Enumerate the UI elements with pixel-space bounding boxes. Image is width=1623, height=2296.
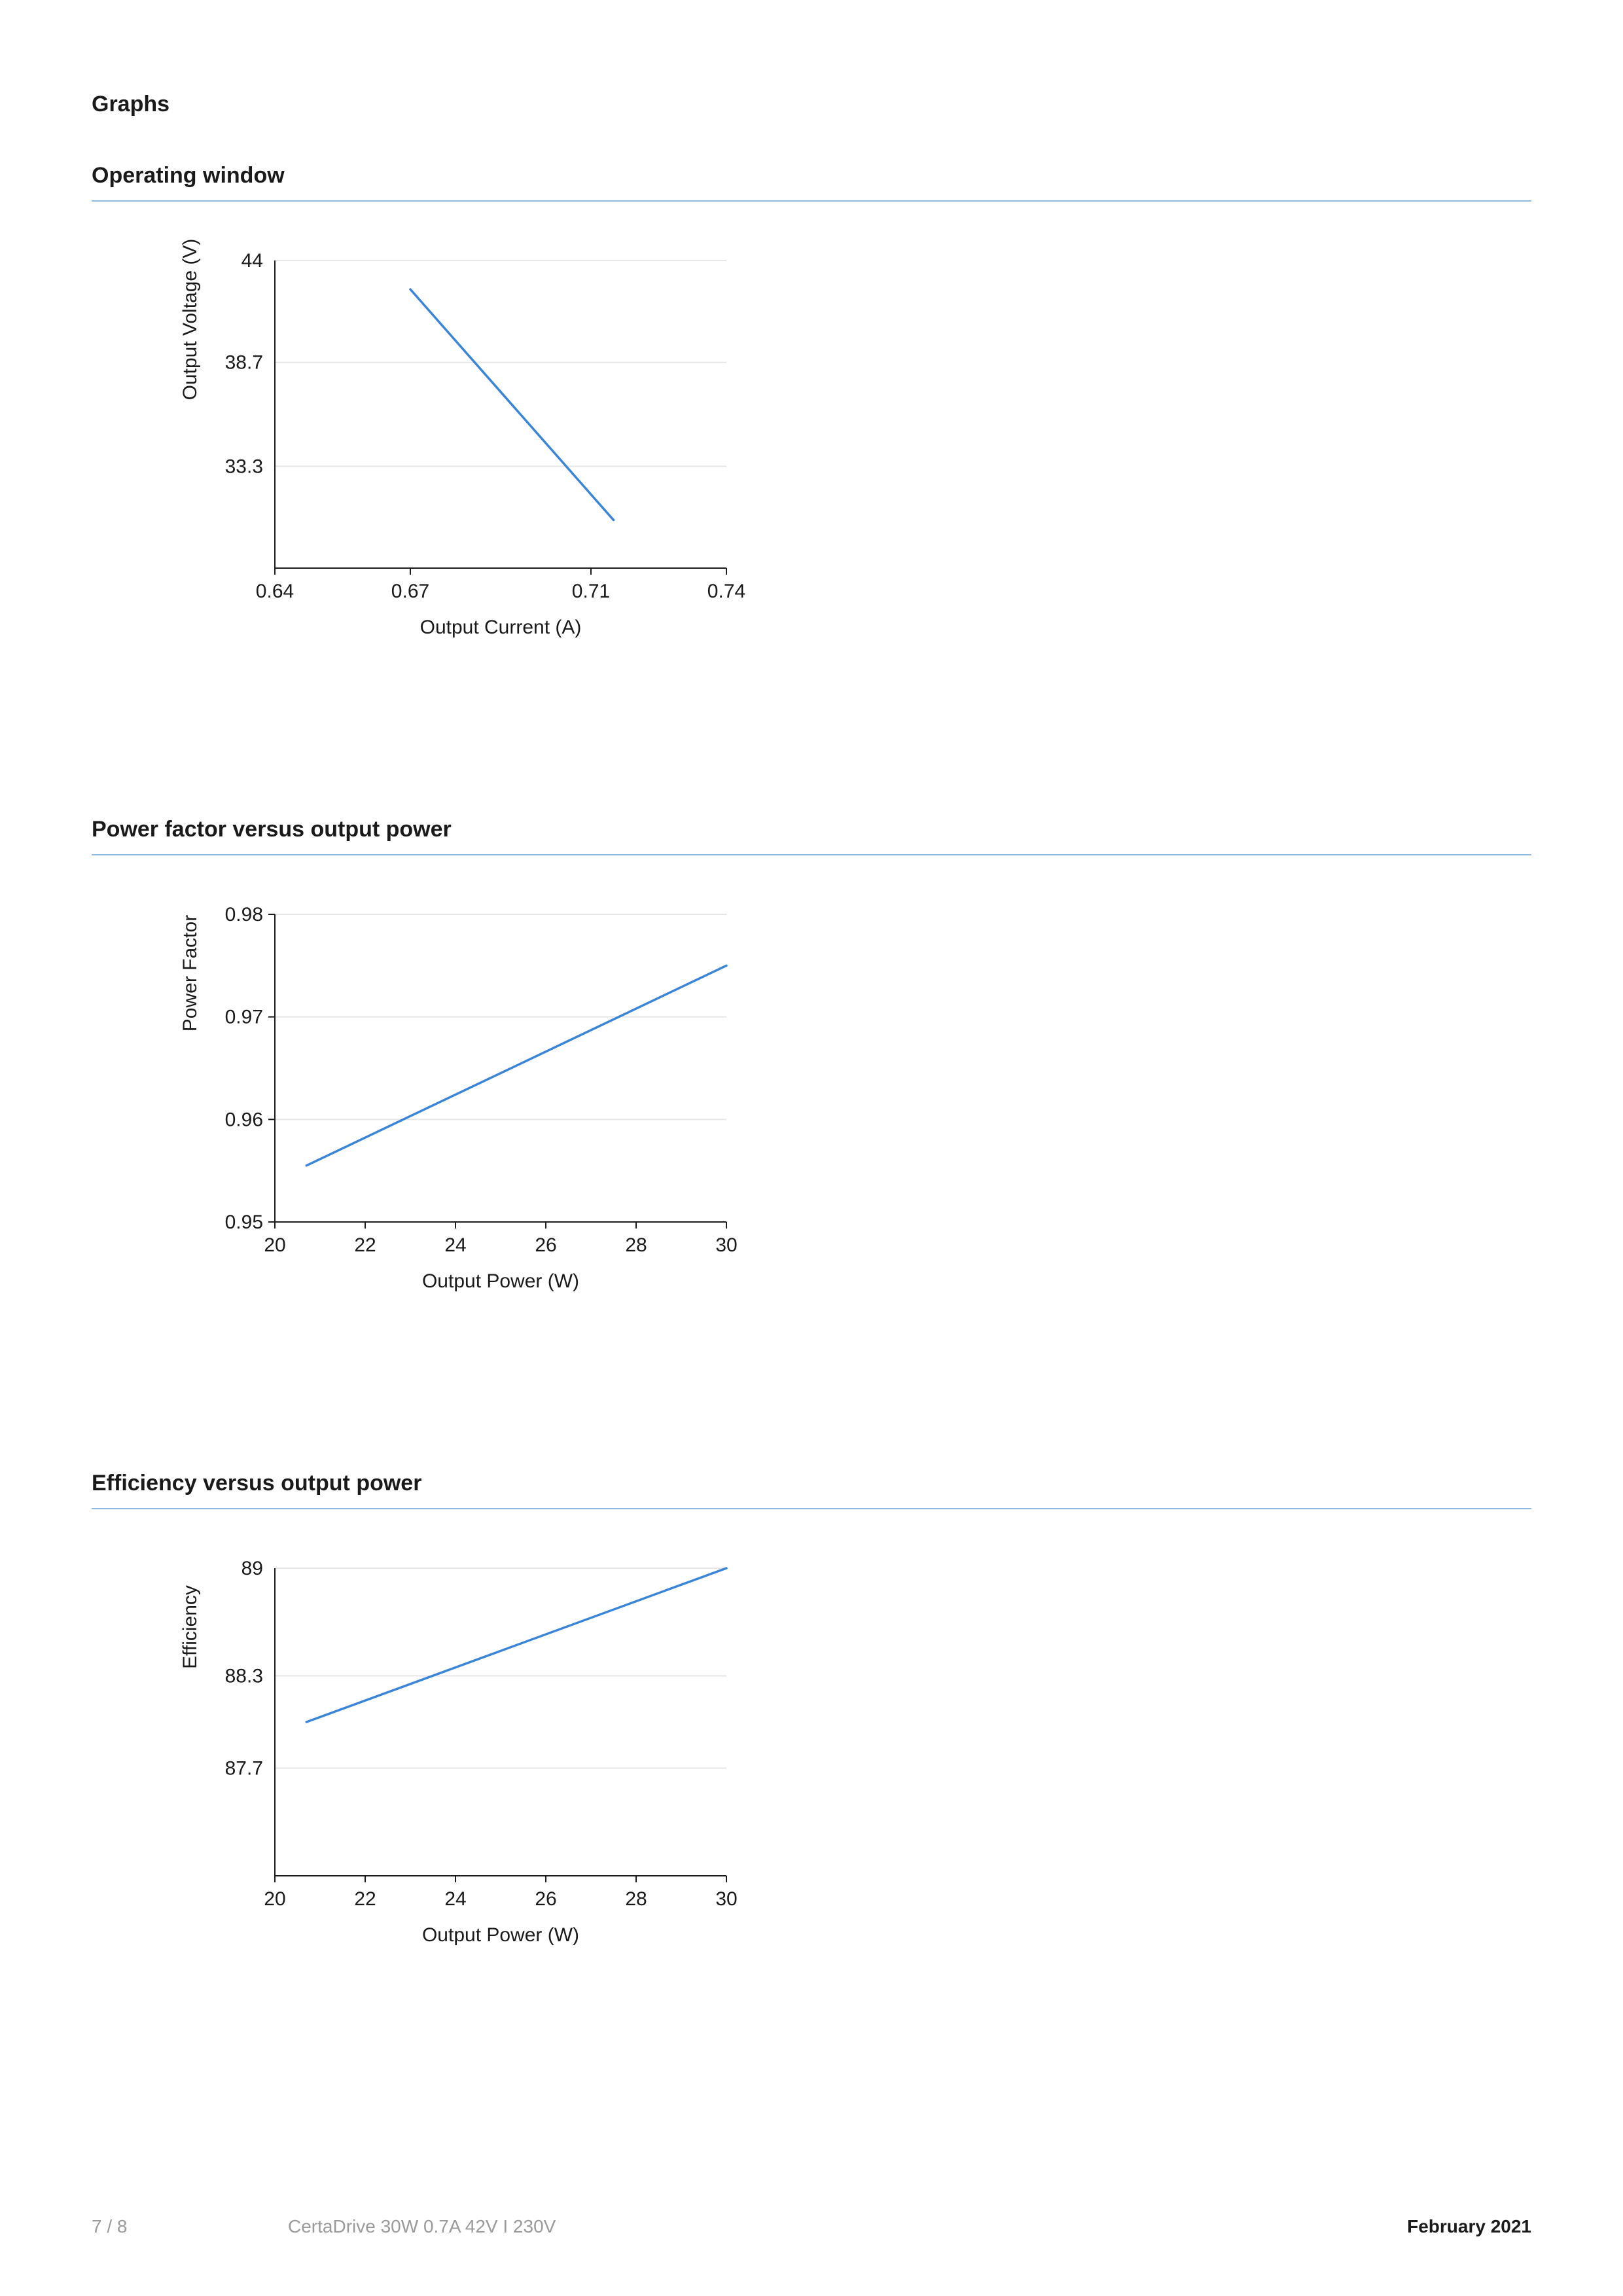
svg-text:Output Voltage (V): Output Voltage (V)	[179, 239, 201, 401]
svg-text:89: 89	[241, 1558, 263, 1579]
footer-product-name: CertaDrive 30W 0.7A 42V I 230V	[288, 2216, 1407, 2237]
svg-text:0.71: 0.71	[572, 581, 610, 602]
chart-title: Power factor versus output power	[92, 817, 1531, 842]
svg-text:0.98: 0.98	[225, 904, 263, 925]
section-divider	[92, 200, 1531, 202]
chart-container: 0.64 0.67 0.71 0.74 33.3 38.7 44 Output Current…	[92, 234, 1531, 692]
svg-text:Output Current (A): Output Current (A)	[420, 617, 582, 638]
page-footer: 7 / 8 CertaDrive 30W 0.7A 42V I 230V Feb…	[92, 2216, 1531, 2237]
svg-text:22: 22	[354, 1234, 376, 1256]
svg-text:20: 20	[264, 1234, 285, 1256]
svg-text:0.97: 0.97	[225, 1007, 263, 1028]
svg-text:Output Power (W): Output Power (W)	[422, 1924, 579, 1946]
section-divider	[92, 1508, 1531, 1509]
svg-text:44: 44	[241, 250, 263, 272]
svg-text:0.96: 0.96	[225, 1109, 263, 1130]
chart-title: Operating window	[92, 163, 1531, 188]
svg-text:0.74: 0.74	[707, 581, 745, 602]
chart-block-operating-window: Operating window 0.64 0.67 0.71 0.74 33.3 38.…	[92, 163, 1531, 692]
svg-text:30: 30	[715, 1234, 737, 1256]
svg-text:22: 22	[354, 1888, 376, 1910]
chart-container: 20 22 24 26 28 30 0.95 0.96 0.97 0.98 Output Power…	[92, 888, 1531, 1346]
svg-text:20: 20	[264, 1888, 285, 1910]
svg-text:24: 24	[444, 1888, 466, 1910]
chart-block-efficiency: Efficiency versus output power 202224262…	[92, 1471, 1531, 2000]
svg-text:28: 28	[625, 1234, 647, 1256]
svg-text:0.67: 0.67	[391, 581, 429, 602]
svg-text:26: 26	[535, 1234, 556, 1256]
chart-block-power-factor: Power factor versus output power 2022242…	[92, 817, 1531, 1346]
svg-text:26: 26	[535, 1888, 556, 1910]
svg-text:Efficiency: Efficiency	[179, 1585, 201, 1669]
section-divider	[92, 854, 1531, 855]
svg-text:87.7: 87.7	[225, 1758, 263, 1780]
page-title: Graphs	[92, 92, 1531, 117]
footer-date: February 2021	[1407, 2216, 1531, 2237]
footer-page-number: 7 / 8	[92, 2216, 288, 2237]
svg-text:38.7: 38.7	[225, 352, 263, 374]
chart-container: 20 22 24 26 28 30 87.7 88.3 89 Output Power (W) Ef…	[92, 1542, 1531, 2000]
svg-text:24: 24	[444, 1234, 466, 1256]
svg-text:88.3: 88.3	[225, 1666, 263, 1687]
svg-text:33.3: 33.3	[225, 456, 263, 477]
svg-text:28: 28	[625, 1888, 647, 1910]
page-root: Graphs Operating window 0.64 0.67 0.71 0.74…	[0, 0, 1623, 2296]
svg-text:Power Factor: Power Factor	[179, 915, 201, 1031]
svg-text:Output Power (W): Output Power (W)	[422, 1270, 579, 1292]
svg-text:0.64: 0.64	[256, 581, 294, 602]
svg-text:0.95: 0.95	[225, 1211, 263, 1233]
svg-text:30: 30	[715, 1888, 737, 1910]
chart-title: Efficiency versus output power	[92, 1471, 1531, 1496]
